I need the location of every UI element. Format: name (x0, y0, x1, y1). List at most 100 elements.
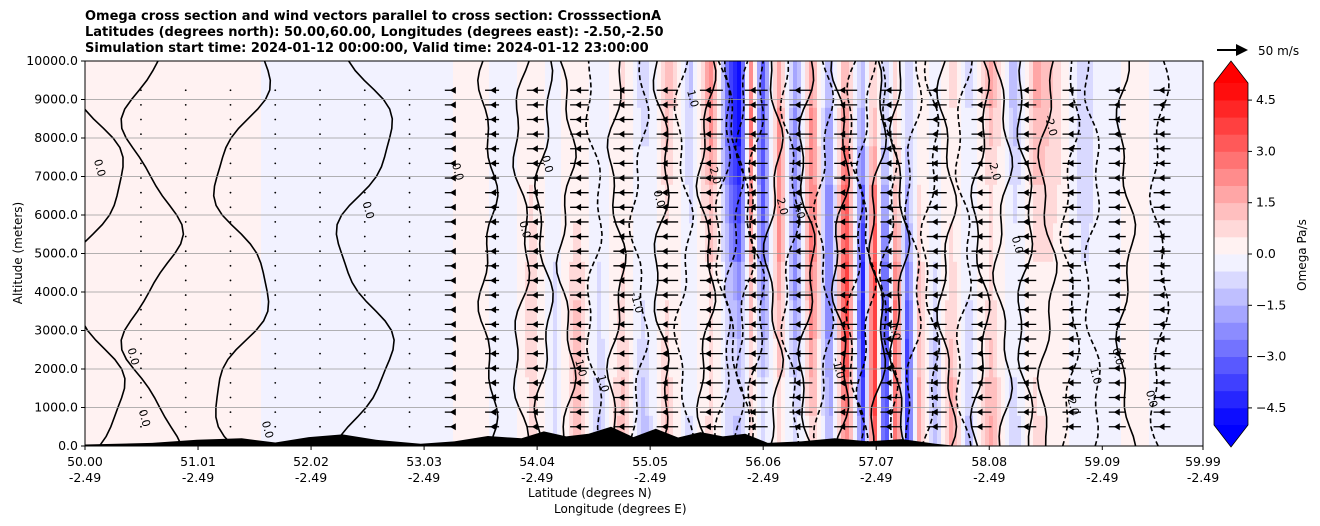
omega-cell (501, 145, 506, 185)
omega-cell (685, 61, 690, 108)
omega-cell (169, 107, 174, 147)
omega-cell (817, 261, 822, 301)
wind-vector (229, 352, 232, 355)
omega-cell (141, 376, 146, 416)
omega-cell (573, 299, 578, 339)
omega-cell (201, 145, 206, 185)
omega-cell (469, 376, 474, 416)
wind-vector-head (449, 423, 456, 431)
contour-label: 2.0 (1065, 396, 1082, 416)
omega-cell (937, 299, 942, 339)
omega-cell (301, 261, 306, 301)
wind-vector-head (704, 159, 711, 167)
omega-cell (217, 376, 222, 416)
omega-cell (169, 338, 174, 378)
wind-vector (408, 367, 411, 370)
omega-cell (289, 261, 294, 301)
omega-cell (289, 299, 294, 339)
wind-vector (319, 352, 321, 355)
omega-cell (493, 184, 498, 224)
omega-cell (1009, 338, 1014, 378)
omega-cell (969, 376, 974, 416)
wind-vector (408, 411, 411, 414)
omega-cell (505, 222, 510, 262)
omega-cell (757, 222, 762, 262)
omega-cell (213, 261, 218, 301)
omega-cell (113, 145, 118, 185)
colorbar-band (1214, 236, 1248, 255)
omega-cell (973, 338, 978, 378)
omega-cell (973, 299, 978, 339)
omega-cell (429, 376, 434, 416)
wind-vector (229, 162, 232, 165)
wind-vector-head (618, 423, 625, 431)
omega-cell (585, 145, 590, 185)
omega-cell (541, 415, 546, 446)
omega-cell (629, 61, 634, 108)
omega-cell (569, 145, 574, 185)
omega-cell (221, 61, 226, 108)
omega-cell (245, 145, 250, 185)
wind-vector-head (976, 320, 983, 328)
omega-cell (393, 184, 398, 224)
omega-cell (309, 338, 314, 378)
omega-cell (269, 376, 274, 416)
wind-vector-head (1158, 423, 1165, 431)
omega-cell (425, 338, 430, 378)
omega-cell (513, 145, 518, 185)
wind-vector-head (1113, 247, 1120, 255)
omega-cell (289, 61, 294, 108)
omega-cell (645, 145, 650, 185)
wind-vector-head (531, 233, 538, 241)
omega-cell (325, 107, 330, 147)
contour-label: 1.0 (572, 358, 589, 378)
omega-cell (1005, 107, 1010, 147)
wind-vector-head (618, 116, 625, 124)
omega-cell (349, 145, 354, 185)
omega-cell (1089, 376, 1094, 416)
wind-vector-head (749, 393, 756, 401)
omega-cell (261, 299, 266, 339)
wind-vector-head (1113, 335, 1120, 343)
omega-cell (1009, 107, 1014, 147)
omega-cell (261, 61, 266, 108)
omega-cell (1185, 299, 1190, 339)
omega-cell (125, 61, 130, 108)
omega-cell (865, 184, 870, 224)
omega-cell (165, 61, 170, 108)
omega-cell (209, 261, 214, 301)
omega-cell (581, 299, 586, 339)
omega-cell (441, 338, 446, 378)
omega-cell (549, 376, 554, 416)
omega-cell (681, 338, 686, 378)
x-tick-label-lat: 59.09 (1084, 454, 1120, 469)
omega-cell (641, 145, 646, 185)
omega-cell (685, 338, 690, 378)
wind-vector (140, 308, 142, 311)
omega-cell (305, 61, 310, 108)
omega-cell (361, 222, 366, 262)
omega-cell (409, 415, 414, 446)
omega-cell (697, 107, 702, 147)
wind-vector-head (575, 276, 582, 284)
omega-cell (1013, 299, 1018, 339)
omega-cell (313, 338, 318, 378)
omega-cell (193, 145, 198, 185)
omega-cell (265, 415, 270, 446)
omega-cell (293, 338, 298, 378)
omega-cell (517, 145, 522, 185)
omega-cell (313, 184, 318, 224)
omega-cell (773, 222, 778, 262)
omega-cell (1169, 261, 1174, 301)
omega-cell (997, 261, 1002, 301)
omega-cell (233, 415, 238, 446)
omega-cell (277, 222, 282, 262)
omega-cell (1025, 61, 1030, 108)
omega-cell (1197, 107, 1202, 147)
omega-cell (553, 261, 558, 301)
omega-cell (1065, 338, 1070, 378)
omega-cell (789, 376, 794, 416)
omega-cell (249, 61, 254, 108)
wind-vector-head (1113, 218, 1120, 226)
omega-cell (697, 261, 702, 301)
